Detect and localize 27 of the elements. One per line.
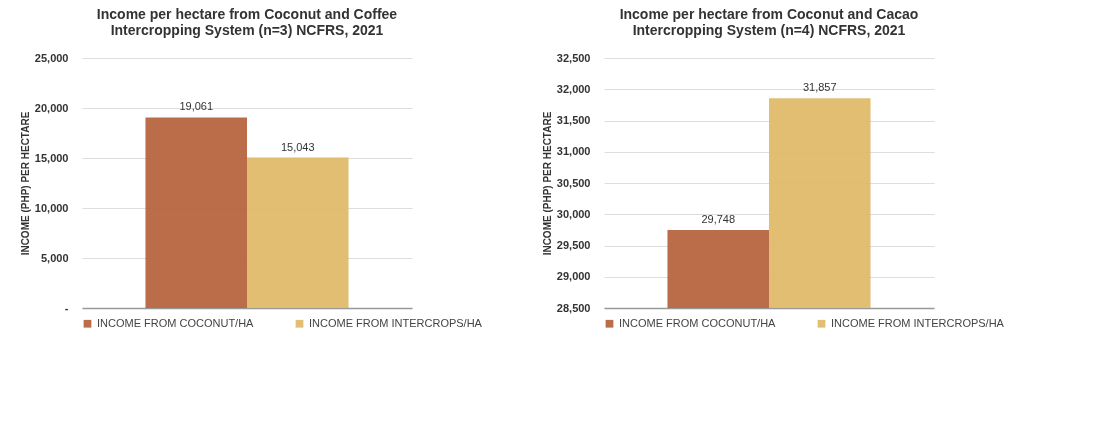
- y-tick-label: 29,500: [556, 239, 591, 251]
- y-tick-label: 31,000: [556, 145, 591, 158]
- y-axis-title: INCOME (PHP) PER HECTARE: [19, 111, 31, 256]
- legend-label: INCOME FROM INTERCROPS/HA: [309, 316, 483, 329]
- y-tick-label: 31,500: [556, 114, 591, 126]
- chart-title: Income per hectare from Coconut and Cacao Intercropping System (n=4) NCFRS, 2021: [619, 6, 919, 38]
- data-label: 15,043: [280, 140, 315, 153]
- y-axis-title: INCOME (PHP) PER HECTARE: [541, 111, 553, 256]
- y-tick-label: 20,000: [34, 101, 69, 114]
- y-tick-label: 32,000: [556, 82, 591, 95]
- y-tick-label: 29,000: [556, 270, 591, 283]
- y-tick-label: 10,000: [34, 201, 69, 214]
- chart-title: Income per hectare from Coconut and Coffee Intercropping System (n=3) NCFRS, 2021: [96, 6, 398, 38]
- y-tick-label: 30,500: [556, 176, 591, 189]
- data-label: 31,857: [802, 81, 837, 94]
- y-tick-label: 15,000: [34, 151, 69, 164]
- y-tick-label: 32,500: [556, 51, 591, 64]
- data-label: 19,061: [179, 100, 214, 113]
- legend-label: INCOME FROM INTERCROPS/HA: [831, 316, 1005, 329]
- data-label: 29,748: [701, 213, 736, 225]
- y-tick-label: -: [64, 301, 69, 314]
- y-tick-label: 28,500: [556, 301, 591, 314]
- legend-label: INCOME FROM COCONUT/HA: [619, 316, 777, 329]
- y-tick-label: 5,000: [40, 251, 69, 264]
- legend-label: INCOME FROM COCONUT/HA: [97, 316, 255, 329]
- y-tick-label: 30,000: [556, 207, 591, 220]
- y-tick-label: 25,000: [34, 51, 69, 64]
